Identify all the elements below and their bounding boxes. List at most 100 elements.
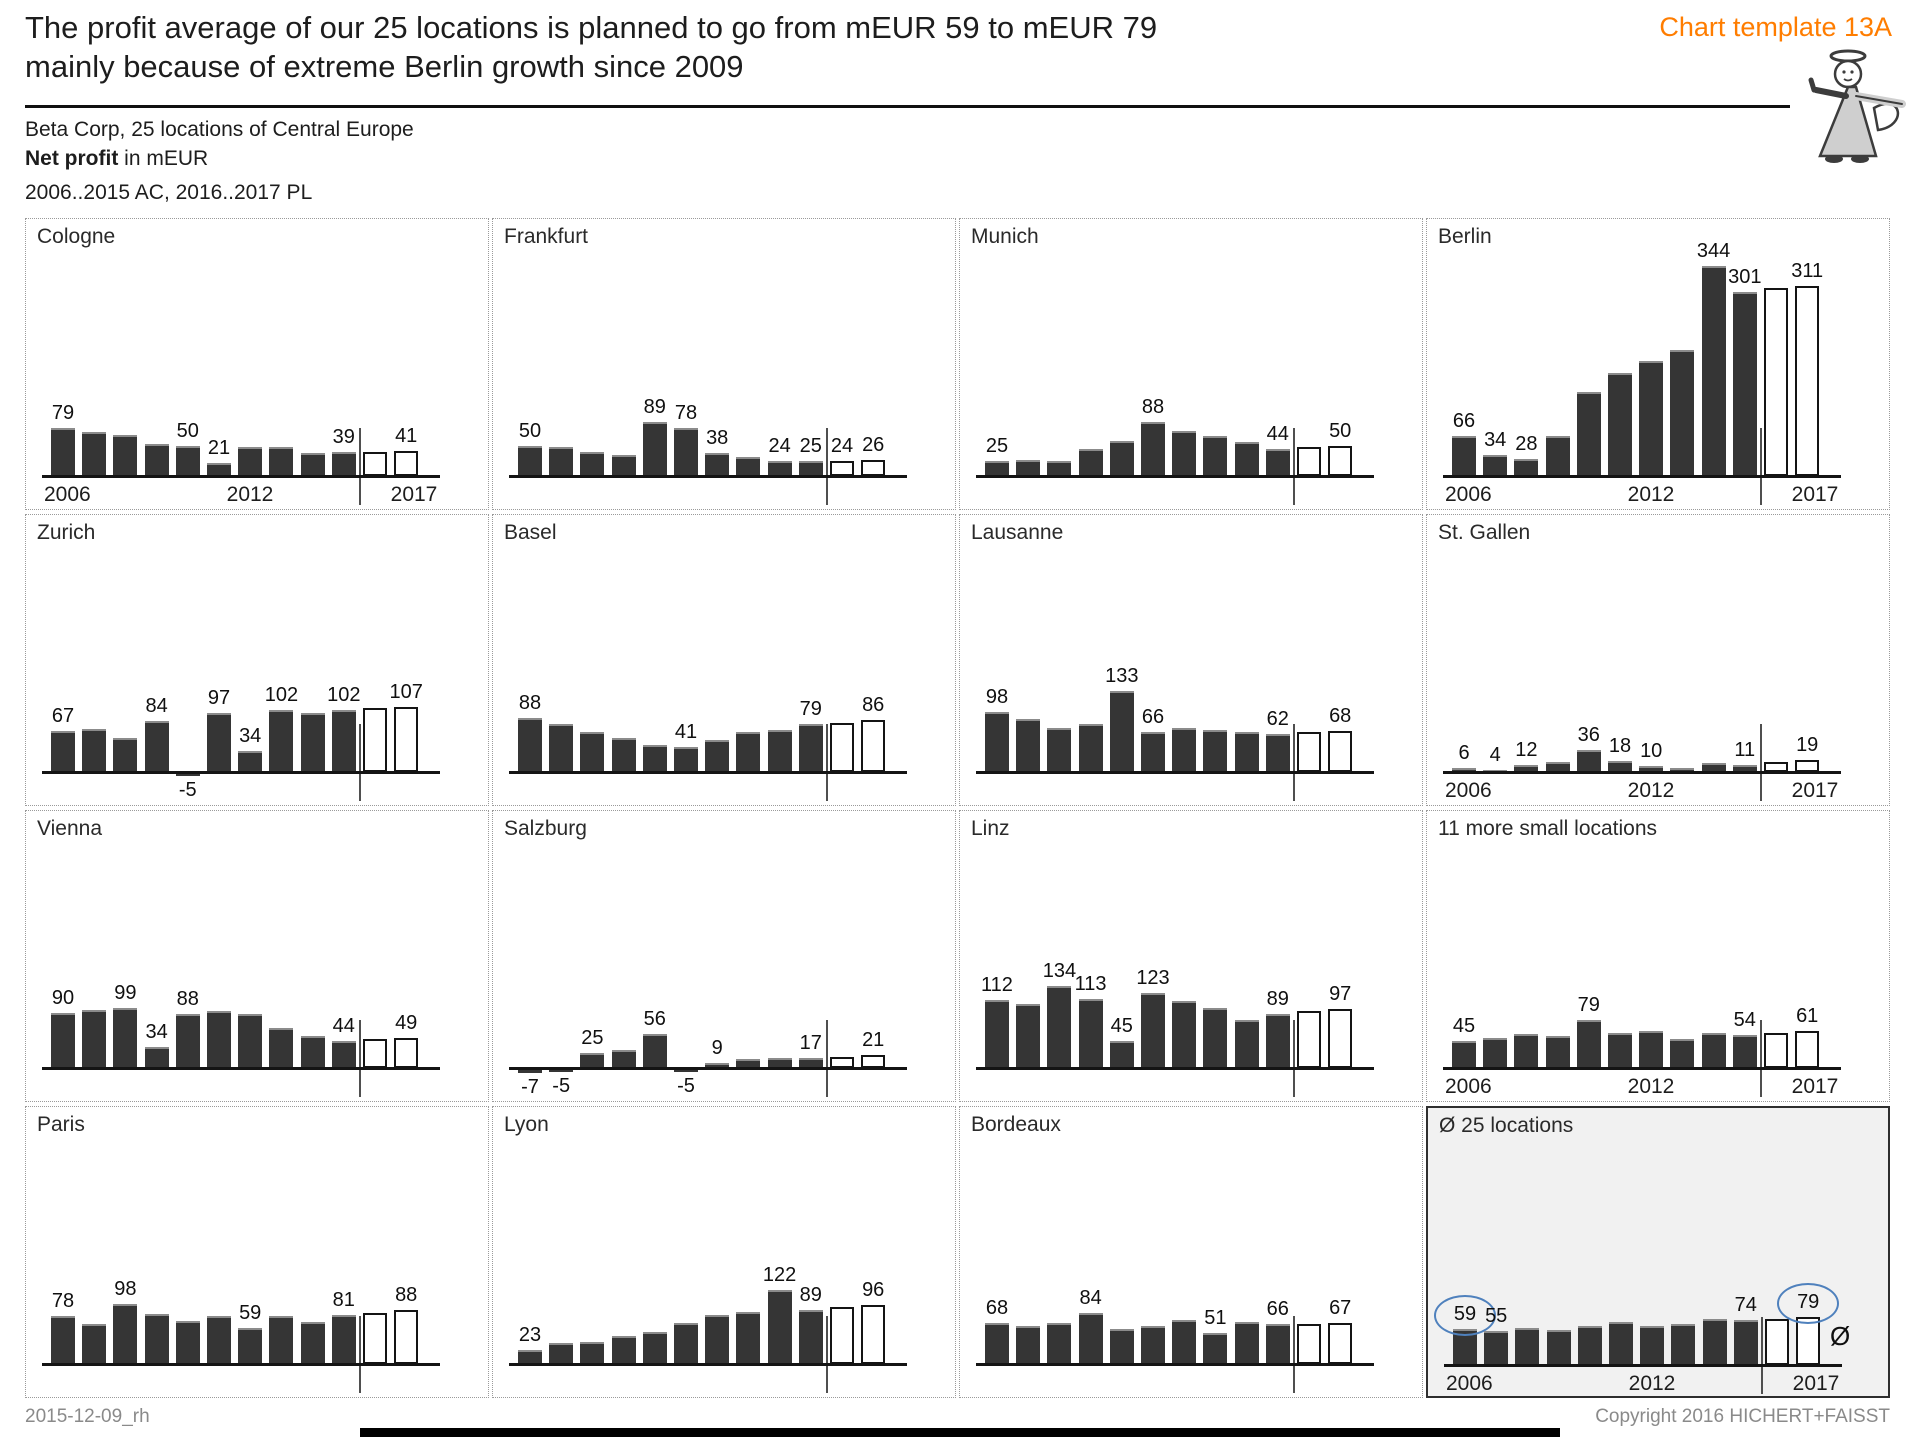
bar-value-label: 102	[327, 683, 361, 706]
actual-bar-2013	[736, 1059, 761, 1068]
bar-value-label: 98	[114, 1278, 137, 1301]
axis-year-2017: 2017	[1792, 1372, 1840, 1395]
bar-value-label: 21	[207, 437, 231, 460]
actual-bar-2011	[674, 746, 698, 772]
panel-zurich: Zurich 67 84 -5 97 34 102 102 107	[25, 514, 489, 806]
actual-plan-divider	[1293, 1020, 1295, 1097]
actual-bar-2013	[269, 709, 294, 772]
actual-bar-2008	[1047, 460, 1072, 476]
actual-bar-2015	[798, 1309, 823, 1364]
actual-bar-2006	[1452, 768, 1476, 772]
x-axis-line	[42, 771, 440, 774]
plan-bar-2016	[363, 1038, 387, 1068]
x-axis-line	[509, 475, 907, 478]
plan-bar-2016	[1764, 288, 1788, 476]
panel-paris: Paris 78 98 59 81 88	[25, 1106, 489, 1398]
actual-bar-2015	[331, 452, 356, 476]
actual-plan-divider	[1761, 1317, 1763, 1394]
panel-title: Munich	[971, 225, 1039, 248]
actual-bar-2014	[1701, 762, 1726, 772]
actual-bar-2008	[580, 1052, 605, 1068]
actual-bar-2010	[642, 1332, 667, 1364]
panel-11-more-small-locations: 11 more small locations 45 79 54 61 2006 2012 2…	[1426, 810, 1890, 1102]
axis-year-2006: 2006	[1445, 779, 1492, 802]
actual-bar-2009	[1078, 448, 1103, 476]
panel-st-gallen: St. Gallen 6 4 12 36 18 10 11 19 2006 2012 2017	[1426, 514, 1890, 806]
actual-plan-divider	[1760, 1020, 1762, 1097]
actual-bar-2013	[1670, 767, 1695, 772]
bar-value-label: 99	[114, 981, 137, 1004]
actual-bar-2009	[1546, 1329, 1571, 1365]
axis-year-2012: 2012	[1628, 1372, 1676, 1395]
plan-bar-2017	[1796, 1316, 1821, 1365]
actual-bar-2010	[1109, 1040, 1134, 1068]
plan-bar-2016	[1297, 732, 1321, 772]
bar-value-label: 44	[332, 1015, 355, 1038]
bar-value-label: 39	[332, 426, 355, 449]
actual-plan-divider	[826, 724, 828, 801]
actual-bar-2014	[1234, 442, 1259, 476]
panel-title: Vienna	[37, 817, 103, 840]
plan-bar-2016	[1297, 1011, 1321, 1068]
bar-value-label: 26	[862, 434, 885, 457]
actual-bar-2009	[611, 737, 636, 772]
actual-bar-2010	[642, 1033, 667, 1068]
subtitle-measure: Net profit in mEUR	[25, 147, 208, 171]
plan-bar-2016	[363, 1312, 387, 1364]
x-axis-line	[509, 1363, 907, 1366]
actual-bar-2014	[1234, 731, 1259, 772]
actual-bar-2008	[580, 731, 605, 772]
actual-bar-2007	[1484, 1331, 1509, 1365]
actual-bar-2012	[1172, 728, 1197, 772]
actual-bar-2006	[51, 1013, 75, 1068]
actual-bar-2009	[1545, 1035, 1570, 1068]
panel-basel: Basel 88 41 79 86	[492, 514, 956, 806]
panel-title: Salzburg	[504, 817, 587, 840]
actual-bar-2007	[549, 724, 574, 772]
actual-bar-2010	[175, 1320, 200, 1364]
bar-value-label: 10	[1640, 739, 1663, 762]
panel-vienna: Vienna 90 99 34 88 44 49	[25, 810, 489, 1102]
actual-bar-2015	[1732, 1035, 1757, 1068]
actual-plan-divider	[1293, 1316, 1295, 1393]
actual-bar-2008	[1514, 1033, 1539, 1068]
angel-cartoon-icon	[1790, 46, 1914, 170]
actual-bar-2007	[1483, 455, 1508, 476]
actual-bar-2008	[113, 1007, 138, 1068]
actual-bar-2012	[1639, 765, 1664, 772]
plan-bar-2017	[1328, 1323, 1353, 1364]
footer-copyright: Copyright 2016 HICHERT+FAISST	[1595, 1406, 1890, 1427]
bar-value-label: 54	[1733, 1009, 1756, 1032]
plan-bar-2016	[830, 722, 854, 772]
actual-bar-2008	[113, 434, 138, 476]
x-axis-line	[976, 771, 1374, 774]
actual-bar-2011	[1141, 1325, 1165, 1364]
actual-plan-divider	[359, 1316, 361, 1393]
actual-bar-2006	[985, 1322, 1009, 1364]
bar-value-label: 311	[1791, 260, 1824, 283]
actual-bar-2006	[985, 712, 1009, 772]
bar-value-label: 107	[389, 680, 423, 703]
actual-bar-2015	[1265, 1013, 1290, 1068]
plan-bar-2017	[1328, 445, 1353, 476]
bar-value-label: 34	[145, 1021, 168, 1044]
bar-value-label: 6	[1458, 742, 1470, 765]
bar-value-label: 66	[1452, 409, 1476, 432]
actual-bar-2015	[798, 1057, 823, 1068]
actual-bar-2008	[113, 737, 138, 772]
actual-bar-2015	[1733, 1319, 1758, 1365]
actual-bar-2009	[144, 1047, 169, 1068]
actual-bar-2012	[1639, 360, 1664, 476]
bar-value-label: 134	[1042, 960, 1077, 983]
actual-bar-2011	[1141, 992, 1165, 1068]
actual-bar-2006	[1452, 1040, 1476, 1068]
actual-bar-2009	[144, 443, 169, 476]
footer-black-bar	[360, 1428, 1560, 1437]
actual-plan-divider	[1293, 724, 1295, 801]
actual-bar-2014	[300, 713, 325, 772]
actual-bar-2008	[113, 1304, 138, 1364]
actual-bar-2010	[1109, 440, 1134, 476]
bar-value-label: 68	[985, 1296, 1009, 1319]
axis-year-2012: 2012	[1627, 1075, 1675, 1098]
plan-bar-2016	[1297, 446, 1321, 476]
